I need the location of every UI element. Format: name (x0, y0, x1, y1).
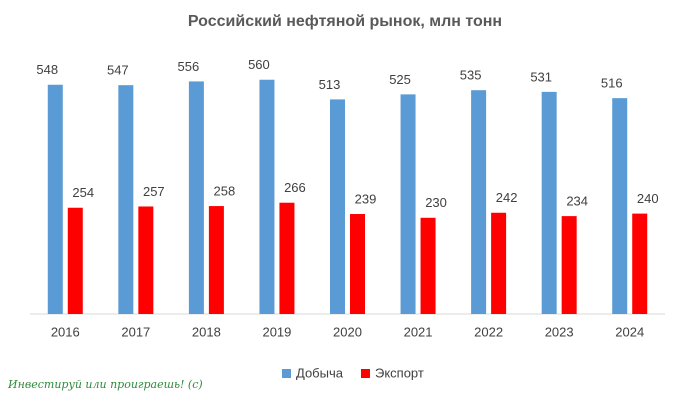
bar (350, 214, 365, 314)
legend-swatch (282, 369, 291, 378)
data-label: 560 (248, 57, 270, 72)
data-label: 525 (389, 72, 411, 87)
data-label: 531 (530, 69, 552, 84)
legend-label: Экспорт (375, 365, 424, 380)
data-label: 230 (425, 195, 447, 210)
watermark: Инвестируй или проиграешь! (с) (7, 378, 203, 391)
x-tick-label: 2018 (192, 324, 221, 339)
data-label: 257 (143, 184, 165, 199)
bar (471, 90, 487, 314)
bar (208, 206, 224, 314)
bar (612, 98, 628, 314)
bar (138, 206, 154, 314)
bar (330, 99, 345, 315)
bar (400, 94, 416, 314)
x-tick-label: 2023 (545, 324, 574, 339)
x-tick-label: 2021 (404, 324, 433, 339)
bar (491, 212, 507, 314)
bar (541, 91, 557, 315)
bar (188, 81, 204, 314)
data-label: 535 (460, 68, 482, 83)
x-tick-label: 2024 (615, 324, 644, 339)
data-label: 234 (566, 194, 588, 209)
bar (561, 216, 577, 314)
data-label: 240 (637, 191, 659, 206)
data-label: 242 (496, 190, 518, 205)
data-label: 266 (284, 180, 306, 195)
legend-swatch (360, 369, 370, 378)
bar (118, 85, 134, 315)
data-label: 513 (319, 77, 341, 92)
bar (632, 213, 648, 314)
bar (259, 79, 275, 314)
x-tick-label: 2022 (474, 324, 503, 339)
x-tick-label: 2019 (262, 324, 291, 339)
data-label: 258 (214, 184, 236, 199)
bar (67, 207, 83, 314)
data-label: 254 (72, 185, 94, 200)
bar (279, 202, 295, 314)
x-tick-label: 2017 (121, 324, 150, 339)
legend-label: Добыча (296, 365, 344, 380)
data-label: 516 (601, 76, 623, 91)
x-tick-label: 2016 (51, 324, 80, 339)
data-label: 548 (36, 62, 58, 77)
chart-title: Российский нефтяной рынок, млн тонн (188, 13, 502, 30)
x-tick-label: 2020 (333, 324, 362, 339)
bar (420, 217, 436, 314)
data-label: 239 (355, 191, 377, 206)
data-label: 556 (178, 59, 200, 74)
data-label: 547 (107, 63, 129, 78)
bar (47, 84, 63, 315)
